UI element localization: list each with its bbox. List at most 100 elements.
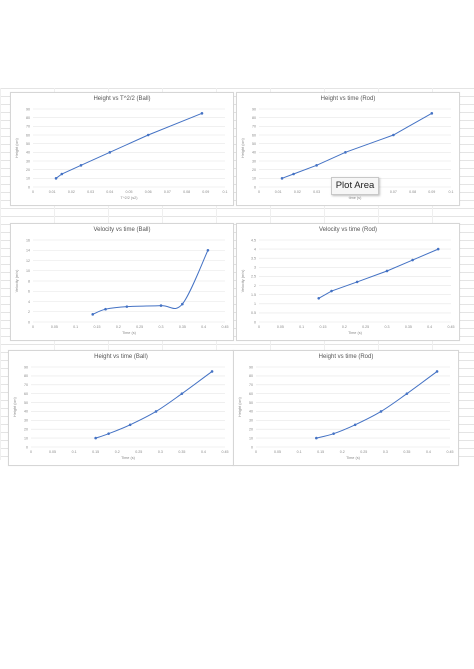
chart-plot-svg: 0 0.5 1 1.5 2 2.5 3 3.5 4 4.5 0 0.05 0.1 0.15 0.2 0.25 0… bbox=[241, 238, 455, 335]
y-tick-label: 12 bbox=[26, 259, 30, 263]
x-tick-label: 0.4 bbox=[201, 450, 206, 454]
chart-title: Height vs T^2/2 (Ball) bbox=[93, 96, 151, 102]
data-point bbox=[392, 133, 395, 137]
data-point bbox=[181, 302, 184, 306]
data-point bbox=[317, 297, 321, 300]
y-axis-title: Height (cm) bbox=[13, 396, 17, 416]
sheet-row-line bbox=[0, 208, 474, 209]
y-tick-label: 90 bbox=[26, 107, 30, 111]
x-tick-label: 0.06 bbox=[145, 190, 152, 194]
y-tick-label: 30 bbox=[24, 419, 28, 423]
y-tick-label: 80 bbox=[26, 116, 30, 120]
x-tick-label: 0.45 bbox=[222, 325, 229, 329]
x-tick-label: 0.2 bbox=[342, 325, 347, 329]
y-tick-label: 70 bbox=[249, 383, 253, 387]
y-axis-title: Height (cm) bbox=[241, 137, 245, 157]
y-tick-label: 30 bbox=[252, 159, 256, 163]
x-tick-label: 0.1 bbox=[299, 325, 304, 329]
chart-title: Height vs time (Rod) bbox=[320, 96, 376, 102]
data-point bbox=[315, 164, 318, 167]
x-tick-label: 0.2 bbox=[116, 325, 121, 329]
x-tick-label: 0.45 bbox=[448, 325, 455, 329]
x-tick-label: 0 bbox=[32, 190, 34, 194]
y-tick-label: 20 bbox=[249, 428, 253, 432]
data-point bbox=[79, 164, 83, 167]
data-point bbox=[104, 307, 107, 311]
x-tick-label: 0.15 bbox=[92, 450, 99, 454]
data-point bbox=[292, 172, 295, 176]
y-tick-label: 0 bbox=[28, 185, 30, 189]
y-tick-label: 14 bbox=[26, 249, 30, 253]
x-tick-label: 0.03 bbox=[87, 190, 94, 194]
x-tick-label: 0.02 bbox=[294, 190, 301, 194]
x-tick-label: 0 bbox=[258, 325, 260, 329]
x-tick-label: 0.07 bbox=[164, 190, 171, 194]
y-axis-title: Velocity (m/s) bbox=[15, 269, 19, 293]
x-tick-label: 0.3 bbox=[383, 450, 388, 454]
chart-height-vs-time-rod-bottom[interactable]: Height vs time (Rod) 0 10 20 30 40 50 60 70 80 90… bbox=[233, 350, 459, 466]
chart-velocity-vs-time-ball[interactable]: Velocity vs time (Ball) 0 2 4 6 8 10 12 14 16 0 0.… bbox=[10, 223, 234, 341]
x-tick-label: 0.3 bbox=[158, 450, 163, 454]
y-tick-label: 0.5 bbox=[251, 311, 256, 315]
y-tick-label: 10 bbox=[249, 436, 253, 440]
x-tick-label: 0.3 bbox=[385, 325, 390, 329]
y-tick-label: 90 bbox=[249, 365, 253, 369]
y-tick-label: 90 bbox=[24, 365, 28, 369]
y-tick-label: 2 bbox=[28, 310, 30, 314]
x-tick-label: 0.08 bbox=[183, 190, 190, 194]
data-point bbox=[315, 436, 318, 440]
data-point bbox=[60, 172, 64, 176]
chart-height-vs-time-ball[interactable]: Height vs time (Ball) 0 10 20 30 40 50 60 70 80 9… bbox=[8, 350, 234, 466]
sheet-row-line bbox=[0, 344, 474, 345]
x-tick-label: 0.09 bbox=[428, 190, 435, 194]
chart-height-vs-t2-ball[interactable]: Height vs T^2/2 (Ball) 0 10 20 30 40 50 60 70 80… bbox=[10, 92, 234, 206]
x-axis-title: Time (s) bbox=[346, 456, 361, 460]
chart-velocity-vs-time-rod[interactable]: Velocity vs time (Rod) 0 0.5 1 1.5 2 2.5 3 3.5 4… bbox=[236, 223, 460, 341]
series-line bbox=[92, 250, 209, 315]
data-point bbox=[180, 392, 184, 395]
y-tick-label: 40 bbox=[249, 410, 253, 414]
y-tick-label: 3.5 bbox=[251, 257, 256, 261]
y-tick-label: 3 bbox=[254, 266, 256, 270]
x-tick-label: 0.08 bbox=[409, 190, 416, 194]
x-tick-label: 0.1 bbox=[73, 325, 78, 329]
x-tick-label: 0.05 bbox=[51, 325, 58, 329]
y-tick-label: 50 bbox=[26, 142, 30, 146]
y-tick-label: 0 bbox=[251, 445, 253, 449]
chart-title: Velocity vs time (Rod) bbox=[318, 227, 378, 233]
x-tick-label: 0.05 bbox=[49, 450, 56, 454]
series-line bbox=[281, 112, 433, 179]
y-tick-label: 20 bbox=[24, 428, 28, 432]
data-point bbox=[210, 370, 214, 373]
y-tick-label: 30 bbox=[26, 159, 30, 163]
y-tick-label: 80 bbox=[24, 374, 28, 378]
data-point bbox=[200, 112, 204, 115]
x-tick-label: 0.25 bbox=[136, 325, 143, 329]
y-tick-label: 80 bbox=[249, 374, 253, 378]
x-tick-label: 0.02 bbox=[68, 190, 75, 194]
chart-plot-svg: 010203040506070809000.010.020.030.040.05… bbox=[241, 107, 454, 200]
data-point bbox=[355, 280, 359, 284]
x-tick-label: 0.4 bbox=[427, 325, 432, 329]
y-tick-label: 60 bbox=[26, 133, 30, 137]
x-tick-label: 0.15 bbox=[317, 450, 324, 454]
y-tick-label: 70 bbox=[26, 125, 30, 129]
data-point bbox=[154, 410, 158, 413]
data-point bbox=[405, 392, 409, 395]
x-tick-label: 0.09 bbox=[202, 190, 209, 194]
sheet-row-line bbox=[0, 216, 474, 217]
x-tick-label: 0.45 bbox=[447, 450, 454, 454]
data-point bbox=[435, 370, 439, 373]
x-tick-label: 0.2 bbox=[115, 450, 120, 454]
chart-title: Height vs time (Ball) bbox=[94, 354, 148, 360]
y-tick-label: 60 bbox=[252, 133, 256, 137]
series-line bbox=[55, 112, 203, 179]
x-tick-label: 0.01 bbox=[275, 190, 282, 194]
y-tick-label: 50 bbox=[24, 401, 28, 405]
y-tick-label: 10 bbox=[252, 177, 256, 181]
data-point bbox=[353, 423, 357, 427]
chart-title: Height vs time (Rod) bbox=[318, 354, 374, 360]
x-tick-label: 0.05 bbox=[126, 190, 133, 194]
x-tick-label: 0.35 bbox=[403, 450, 410, 454]
